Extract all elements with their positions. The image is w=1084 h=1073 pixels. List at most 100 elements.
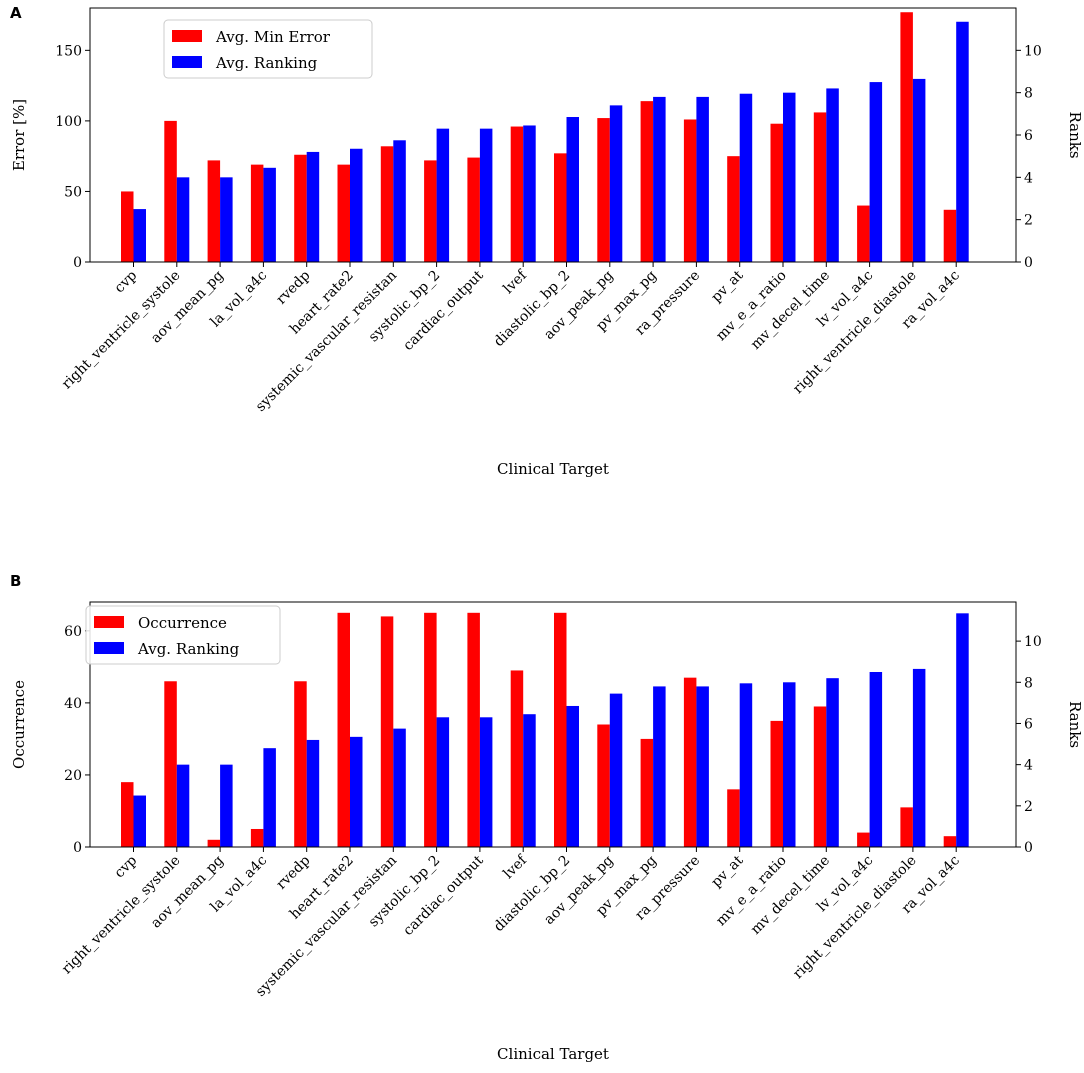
bar-ranking-cvp <box>133 795 146 847</box>
bar-primary-right_ventricle_systole <box>164 120 177 262</box>
legend-swatch <box>172 30 202 42</box>
legend: Occurrence Avg. Ranking <box>85 605 281 665</box>
bar-primary-right_ventricle_diastole <box>900 12 913 262</box>
legend-label: Avg. Ranking <box>137 640 240 658</box>
chart-panel-b: B02040600246810cvpright_ventricle_systol… <box>10 572 1084 1063</box>
bar-ranking-systolic_bp_2 <box>436 128 450 262</box>
bar-ranking-diastolic_bp_2 <box>566 117 579 262</box>
bar-primary-ra_pressure <box>683 677 697 847</box>
bar-primary-pv_max_pg <box>640 101 654 262</box>
x-tick-label-rvedp: rvedp <box>273 267 313 307</box>
bar-ranking-systemic_vascular_resistan <box>393 728 406 847</box>
bar-primary-ra_vol_a4c <box>943 209 957 262</box>
left-tick-label: 20 <box>64 768 82 784</box>
bar-ranking-mv_decel_time <box>826 88 839 262</box>
bar-primary-mv_e_a_ratio <box>770 123 783 262</box>
bar-primary-pv_max_pg <box>640 738 654 847</box>
bar-primary-ra_vol_a4c <box>943 836 957 847</box>
bar-ranking-right_ventricle_systole <box>176 764 190 847</box>
bar-ranking-heart_rate2 <box>350 148 363 262</box>
legend-label: Avg. Ranking <box>215 54 318 72</box>
legend-label: Avg. Min Error <box>215 28 331 46</box>
x-tick-label-diastolic_bp_2: diastolic_bp_2 <box>491 853 573 935</box>
x-tick-label-mv_decel_time: mv_decel_time <box>748 853 833 938</box>
right-tick-label: 4 <box>1024 758 1033 774</box>
bar-primary-heart_rate2 <box>337 612 350 847</box>
right-tick-label: 10 <box>1024 634 1042 650</box>
bar-primary-mv_decel_time <box>813 706 827 847</box>
bar-ranking-la_vol_a4c <box>263 167 276 262</box>
bar-ranking-diastolic_bp_2 <box>566 705 579 847</box>
bar-ranking-heart_rate2 <box>350 736 363 847</box>
bar-ranking-lvef <box>523 125 536 262</box>
bar-primary-rvedp <box>294 681 307 847</box>
bar-ranking-lv_vol_a4c <box>869 672 883 847</box>
axes-frame <box>89 601 1017 848</box>
bar-ranking-right_ventricle_diastole <box>912 78 926 263</box>
left-tick-label: 0 <box>73 840 82 856</box>
bar-ranking-ra_vol_a4c <box>956 21 969 263</box>
right-tick-label: 0 <box>1024 840 1033 856</box>
bar-ranking-la_vol_a4c <box>263 748 276 847</box>
chart-panel-a: A0501001500246810cvpright_ventricle_syst… <box>10 4 1084 478</box>
left-tick-label: 40 <box>64 696 82 712</box>
bar-primary-cvp <box>121 191 134 262</box>
y-axis-title-left: Error [%] <box>10 99 28 171</box>
right-tick-label: 6 <box>1024 128 1033 144</box>
bar-primary-right_ventricle_diastole <box>900 807 913 847</box>
bar-ranking-ra_vol_a4c <box>956 613 969 847</box>
y-axis-title-right: Ranks <box>1066 701 1084 748</box>
bar-primary-cvp <box>121 782 134 847</box>
bar-ranking-ra_pressure <box>696 96 709 263</box>
bar-ranking-ra_pressure <box>696 686 709 847</box>
legend-box <box>163 19 373 79</box>
bar-primary-pv_at <box>727 789 740 847</box>
legend-box <box>85 605 281 665</box>
bar-primary-cardiac_output <box>467 612 480 847</box>
bar-primary-lv_vol_a4c <box>857 832 870 847</box>
left-tick-label: 50 <box>64 184 82 200</box>
bar-primary-mv_e_a_ratio <box>770 720 783 847</box>
x-tick-label-cardiac_output: cardiac_output <box>400 852 487 939</box>
x-tick-label-cvp: cvp <box>112 267 141 296</box>
right-tick-label: 10 <box>1024 43 1042 59</box>
bar-ranking-aov_mean_pg <box>220 177 233 262</box>
bar-ranking-pv_at <box>739 683 753 847</box>
x-tick-label-pv_at: pv_at <box>708 267 746 305</box>
bar-ranking-pv_max_pg <box>653 686 666 847</box>
bars <box>121 612 969 847</box>
bar-ranking-right_ventricle_systole <box>176 177 190 262</box>
left-tick-label: 100 <box>55 114 82 130</box>
bar-ranking-lv_vol_a4c <box>869 82 883 262</box>
right-tick-label: 2 <box>1024 213 1033 229</box>
bar-primary-pv_at <box>727 156 740 262</box>
panel-letter: B <box>10 572 21 590</box>
bar-primary-systemic_vascular_resistan <box>380 616 394 847</box>
legend-swatch <box>94 642 124 654</box>
bar-ranking-right_ventricle_diastole <box>912 668 926 847</box>
bar-ranking-mv_decel_time <box>826 678 839 847</box>
bar-primary-aov_peak_pg <box>597 118 610 262</box>
bar-primary-cardiac_output <box>467 157 480 262</box>
x-tick-label-lvef: lvef <box>500 851 531 882</box>
legend: Avg. Min Error Avg. Ranking <box>163 19 373 79</box>
bar-primary-ra_pressure <box>683 119 697 262</box>
right-tick-label: 2 <box>1024 799 1033 815</box>
panel-letter: A <box>10 4 22 22</box>
bar-ranking-pv_max_pg <box>653 96 666 263</box>
bar-primary-aov_mean_pg <box>207 160 221 262</box>
y-axis-title-left: Occurrence <box>10 680 28 769</box>
bar-primary-right_ventricle_systole <box>164 681 177 847</box>
bar-ranking-lvef <box>523 714 536 847</box>
bar-primary-lvef <box>510 126 524 263</box>
x-axis-title: Clinical Target <box>497 460 609 478</box>
bar-primary-la_vol_a4c <box>250 164 264 262</box>
bar-primary-mv_decel_time <box>813 112 827 262</box>
bar-primary-lvef <box>510 670 524 847</box>
x-tick-label-diastolic_bp_2: diastolic_bp_2 <box>491 268 573 350</box>
right-tick-label: 8 <box>1024 675 1033 691</box>
bar-primary-rvedp <box>294 154 307 262</box>
left-tick-label: 0 <box>73 255 82 271</box>
bar-primary-lv_vol_a4c <box>857 205 870 262</box>
